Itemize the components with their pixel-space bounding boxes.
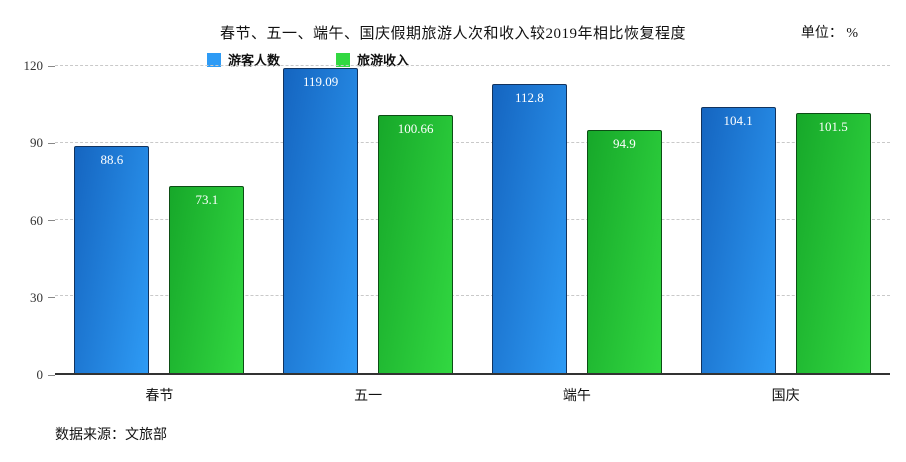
- bar-value-label: 88.6: [100, 152, 124, 168]
- unit-label: 单位： %: [800, 26, 858, 41]
- x-axis: 春节 五一 端午 国庆: [55, 385, 890, 405]
- bar-group: 119.09 100.66: [283, 66, 454, 373]
- gridline: [55, 65, 890, 66]
- bar-group: 104.1 101.5: [700, 66, 871, 373]
- x-axis-label: 端午: [562, 389, 591, 404]
- plot-area: 88.6 73.1 119.09 100.66 112.8 94.9 104.1 101.5: [55, 65, 890, 375]
- bar-value-label: 104.1: [723, 112, 753, 128]
- bar-value-label: 112.8: [514, 90, 544, 106]
- y-tick-label: 30: [30, 290, 55, 306]
- legend-item-0: 游客人数: [207, 50, 280, 69]
- legend-swatch-icon: [336, 52, 351, 67]
- source-note: 数据来源：文旅部: [55, 428, 167, 443]
- bar-series-1: 94.9: [586, 130, 662, 373]
- x-axis-label: 国庆: [771, 389, 800, 404]
- y-tick-label: 120: [23, 58, 55, 74]
- y-tick-mark: [48, 297, 55, 299]
- y-tick-mark: [48, 65, 55, 67]
- bar-series-0: 119.09: [283, 68, 359, 373]
- x-axis-label: 五一: [354, 389, 383, 404]
- y-tick-mark: [48, 220, 55, 221]
- y-tick-mark: [48, 142, 55, 144]
- y-tick-label: 0: [36, 367, 55, 383]
- y-tick-value: 30: [30, 289, 43, 305]
- y-tick-mark: [48, 374, 55, 376]
- y-tick-value: 120: [23, 58, 44, 73]
- bar-value-label: 100.66: [397, 121, 434, 137]
- y-tick-value: 0: [36, 367, 44, 382]
- bar-group: 88.6 73.1: [74, 66, 245, 373]
- legend-item-1: 旅游收入: [336, 50, 409, 69]
- legend-label: 游客人数: [228, 53, 281, 68]
- legend-swatch-icon: [207, 52, 222, 67]
- legend-label: 旅游收入: [357, 53, 410, 68]
- bar-value-label: 73.1: [195, 192, 219, 207]
- y-tick-value: 90: [30, 135, 43, 151]
- bar-group: 112.8 94.9: [491, 66, 662, 373]
- y-tick-label: 60: [30, 213, 55, 229]
- chart-title: 春节、五一、端午、国庆假期旅游人次和收入较2019年相比恢复程度: [219, 26, 686, 42]
- y-axis: 0 30 60 90 120: [0, 58, 55, 382]
- bar-value-label: 94.9: [613, 136, 636, 152]
- y-tick-label: 90: [30, 135, 55, 151]
- gridline: [55, 218, 890, 220]
- bar-value-label: 101.5: [818, 119, 848, 135]
- bar-groups: 88.6 73.1 119.09 100.66 112.8 94.9 104.1 101.5: [55, 66, 890, 373]
- bar-series-1: 101.5: [795, 113, 871, 373]
- bar-value-label: 119.09: [302, 74, 339, 90]
- bar-series-1: 100.66: [378, 115, 454, 373]
- bar-series-0: 112.8: [491, 84, 567, 373]
- bar-series-0: 104.1: [700, 106, 776, 373]
- bar-series-1: 73.1: [169, 186, 245, 373]
- gridline: [55, 141, 890, 143]
- legend: 游客人数 旅游收入: [0, 50, 616, 69]
- bar-series-0: 88.6: [74, 146, 150, 373]
- y-tick-value: 60: [30, 212, 43, 228]
- x-axis-label: 春节: [145, 389, 174, 404]
- gridline: [55, 295, 890, 297]
